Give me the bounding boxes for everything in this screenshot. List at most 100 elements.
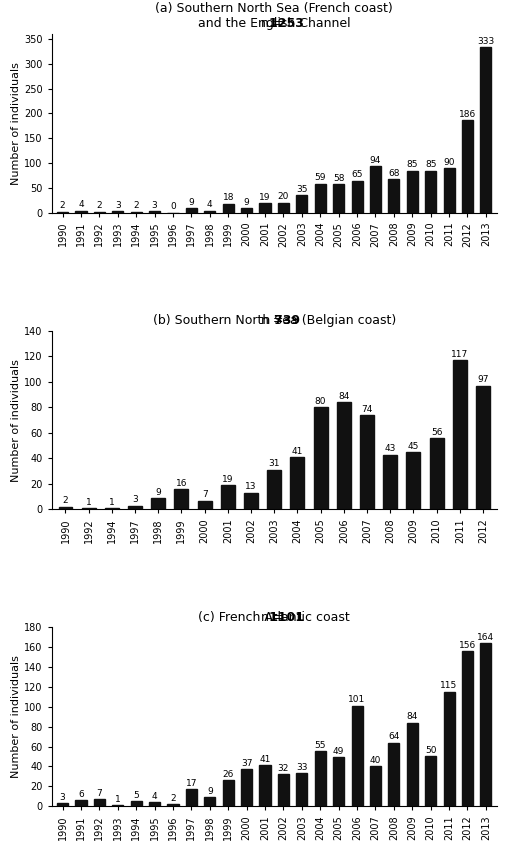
Text: 37: 37 [241,759,252,768]
Bar [313,408,328,510]
Bar [314,751,326,806]
Bar [94,212,105,213]
Bar [174,489,188,510]
Text: 41: 41 [292,447,303,455]
Text: 13: 13 [245,483,257,491]
Text: (a) Southern North Sea (French coast)
and the English Channel: (a) Southern North Sea (French coast) an… [155,3,393,31]
Text: 3: 3 [115,201,121,210]
Text: 49: 49 [333,747,344,756]
Bar [278,203,289,213]
Text: 84: 84 [338,391,350,401]
Bar [82,508,96,510]
Text: 26: 26 [223,770,234,779]
Text: (b) Southern North Sea (Belgian coast): (b) Southern North Sea (Belgian coast) [152,314,396,327]
Bar [333,757,344,806]
Bar [388,743,399,806]
Bar [476,386,490,510]
Text: 5: 5 [133,791,139,800]
Bar [333,184,344,213]
Text: 9: 9 [207,786,213,796]
Bar [76,800,86,806]
Bar [360,415,374,510]
Text: 19: 19 [222,475,234,483]
Bar [481,48,491,213]
Text: 2: 2 [170,794,176,802]
Bar [260,765,271,806]
Text: n =: n = [261,299,288,327]
Text: 43: 43 [385,444,396,453]
Text: (c) French Atlantic coast: (c) French Atlantic coast [198,611,350,624]
Text: 55: 55 [314,741,326,750]
Text: 156: 156 [459,641,476,650]
Text: 40: 40 [370,756,381,765]
Text: 32: 32 [278,764,289,773]
Text: 1101: 1101 [244,596,304,624]
Text: 80: 80 [315,397,326,406]
Bar [291,457,304,510]
Bar [112,805,123,806]
Text: 117: 117 [451,350,468,358]
Bar [128,505,142,510]
Text: 56: 56 [431,427,442,437]
Text: 64: 64 [388,732,399,741]
Bar [296,196,307,213]
Y-axis label: Number of individuals: Number of individuals [11,655,21,778]
Bar [131,801,142,806]
Text: 31: 31 [268,460,280,468]
Text: 45: 45 [408,442,419,450]
Bar [453,360,467,510]
Bar [383,454,397,510]
Text: 7: 7 [202,490,207,499]
Text: 7: 7 [97,789,102,797]
Text: 18: 18 [223,193,234,203]
Bar [407,170,418,213]
Bar [94,799,105,806]
Bar [149,211,160,213]
Bar [76,211,86,213]
Bar [168,804,178,806]
Text: 85: 85 [406,160,418,169]
Bar [241,208,252,213]
Text: 4: 4 [152,791,157,801]
Bar [296,774,307,806]
Text: 35: 35 [296,185,307,194]
Y-axis label: Number of individuals: Number of individuals [11,358,21,482]
Bar [151,498,165,510]
Text: 41: 41 [259,755,271,764]
Bar [57,803,68,806]
Bar [244,493,258,510]
Bar [406,452,420,510]
Bar [370,166,381,213]
Bar [430,438,443,510]
Bar [105,508,119,510]
Text: 164: 164 [478,633,494,642]
Text: 17: 17 [185,779,197,788]
Bar [221,485,235,510]
Bar [149,802,160,806]
Text: 90: 90 [443,157,455,167]
Text: 2: 2 [134,202,139,210]
Text: 2: 2 [60,202,66,210]
Bar [352,180,363,213]
Bar [58,507,73,510]
Text: 333: 333 [477,37,494,46]
Text: 50: 50 [425,746,436,755]
Bar [198,500,212,510]
Text: 1: 1 [86,498,91,506]
Bar [462,121,473,213]
Text: 84: 84 [406,712,418,722]
Bar [112,211,123,213]
Text: 9: 9 [188,198,194,207]
Text: n =: n = [261,596,288,624]
Y-axis label: Number of individuals: Number of individuals [11,62,21,185]
Text: 59: 59 [314,173,326,182]
Text: 74: 74 [361,404,373,414]
Bar [443,692,455,806]
Bar [57,212,68,213]
Text: 2: 2 [62,496,68,505]
Bar [481,643,491,806]
Text: 58: 58 [333,174,344,183]
Bar [267,470,281,510]
Bar [337,403,351,510]
Text: 33: 33 [296,762,307,772]
